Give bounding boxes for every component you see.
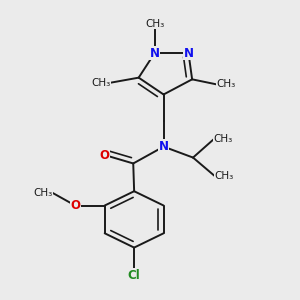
Text: N: N (159, 140, 169, 153)
Text: CH₃: CH₃ (33, 188, 52, 198)
Text: CH₃: CH₃ (213, 134, 233, 145)
Text: O: O (100, 148, 110, 161)
Text: Cl: Cl (128, 269, 140, 282)
Text: CH₃: CH₃ (217, 80, 236, 89)
Text: O: O (70, 199, 80, 212)
Text: CH₃: CH₃ (91, 78, 111, 88)
Text: N: N (149, 47, 160, 60)
Text: CH₃: CH₃ (145, 19, 164, 29)
Text: N: N (184, 47, 194, 60)
Text: CH₃: CH₃ (215, 171, 234, 181)
